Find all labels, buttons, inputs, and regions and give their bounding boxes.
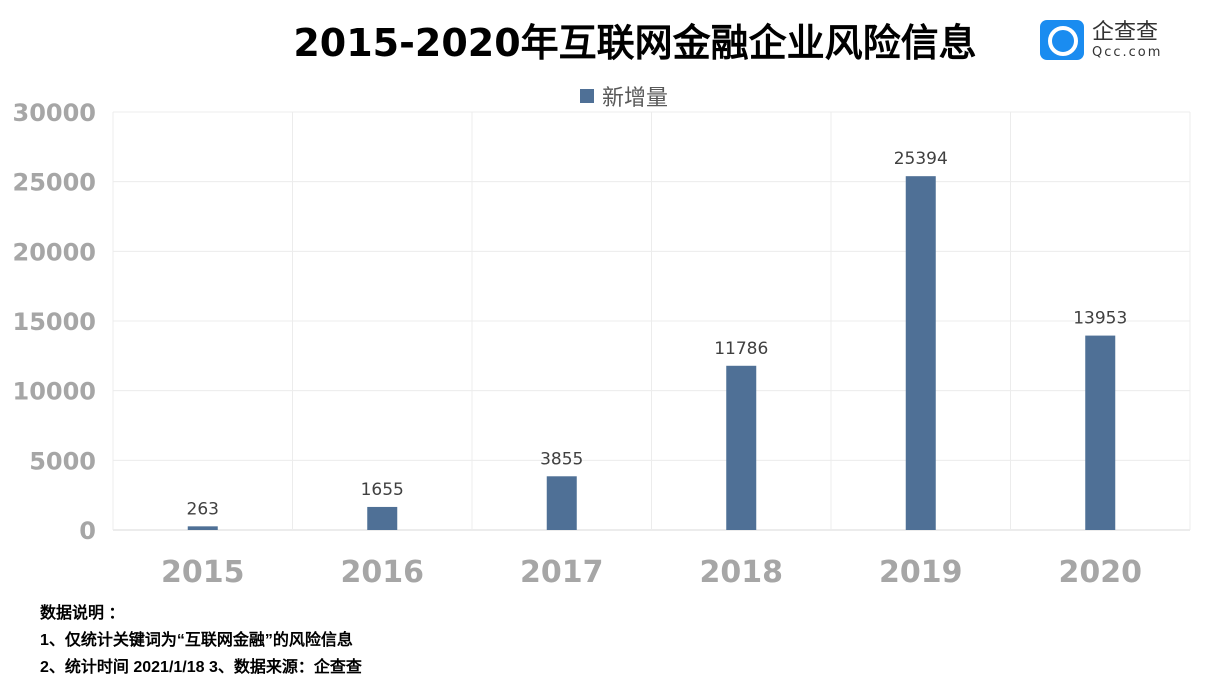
logo-domain: Qcc.com <box>1092 44 1163 60</box>
x-tick-label: 2020 <box>1059 555 1143 590</box>
note-line: 2、统计时间 2021/1/18 3、数据来源：企查查 <box>40 659 362 676</box>
notes: 数据说明 ： 1、仅统计关键词为“互联网金融”的风险信息 2、统计时间 2021… <box>40 600 362 681</box>
data-label: 3855 <box>540 449 583 469</box>
y-tick-label: 20000 <box>13 238 97 266</box>
data-label: 1655 <box>361 480 404 500</box>
y-tick-label: 5000 <box>29 447 96 475</box>
legend-swatch <box>580 89 594 103</box>
y-tick-label: 30000 <box>13 99 97 127</box>
qcc-logo: 企查查 Qcc.com <box>1040 20 1162 60</box>
data-label: 263 <box>187 499 219 519</box>
bar <box>726 365 757 530</box>
data-label: 11786 <box>714 339 768 359</box>
x-tick-label: 2018 <box>700 555 784 590</box>
note-line: 1、仅统计关键词为“互联网金融”的风险信息 <box>40 632 353 649</box>
legend: 新增量 <box>580 80 668 112</box>
y-tick-label: 10000 <box>13 378 97 406</box>
chart-title: 2015-2020年互联网金融企业风险信息 <box>293 21 977 65</box>
x-tick-label: 2016 <box>341 555 425 590</box>
y-tick-label: 0 <box>79 517 96 545</box>
bar <box>367 506 398 530</box>
bar <box>546 476 577 530</box>
qcc-logo-icon <box>1040 20 1084 60</box>
legend-label: 新增量 <box>602 86 669 111</box>
x-tick-label: 2019 <box>879 555 963 590</box>
x-tick-label: 2015 <box>161 555 245 590</box>
bar <box>1085 335 1116 530</box>
bar <box>187 526 218 530</box>
bar <box>905 176 936 530</box>
logo-name: 企查查 <box>1092 19 1159 45</box>
note-line: 数据说明 ： <box>40 605 125 622</box>
data-label: 25394 <box>894 149 948 169</box>
data-label: 13953 <box>1073 309 1127 329</box>
y-tick-label: 15000 <box>13 308 97 336</box>
x-tick-label: 2017 <box>520 555 604 590</box>
y-tick-label: 25000 <box>13 169 97 197</box>
